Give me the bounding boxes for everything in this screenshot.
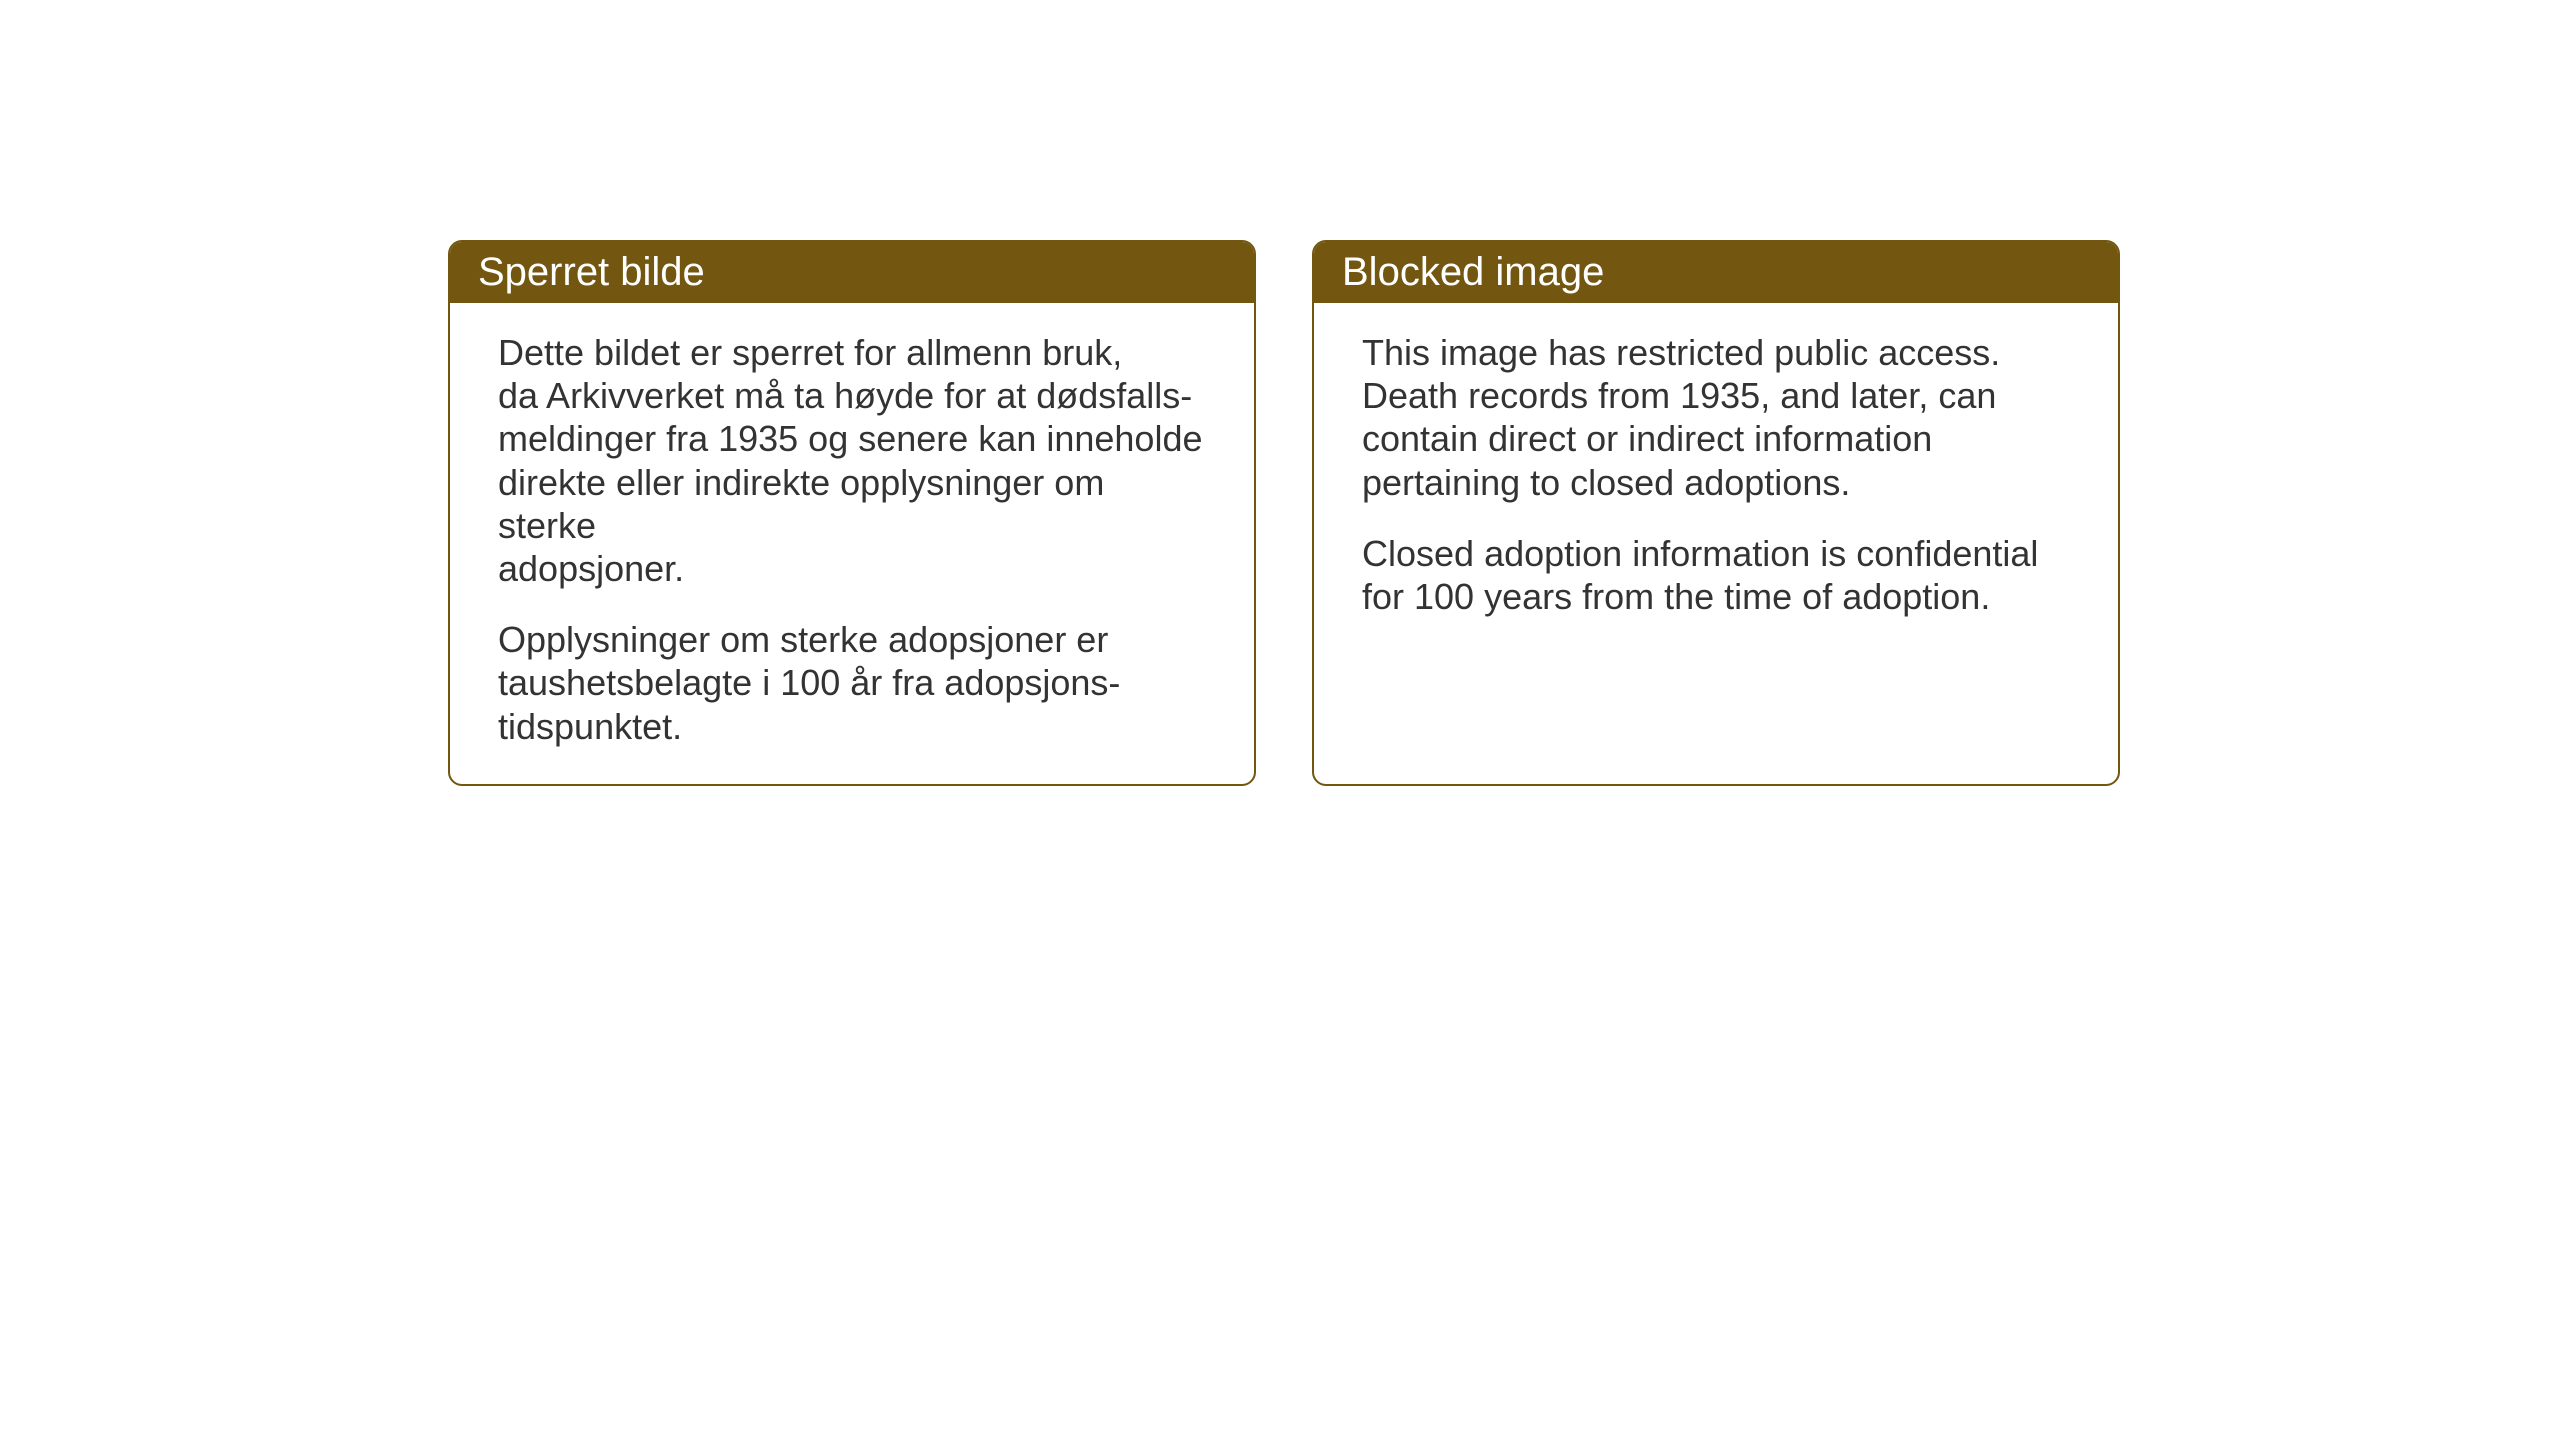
- norwegian-paragraph-2: Opplysninger om sterke adopsjoner er tau…: [498, 618, 1206, 748]
- english-card-body: This image has restricted public access.…: [1314, 303, 2118, 654]
- norwegian-paragraph-1: Dette bildet er sperret for allmenn bruk…: [498, 331, 1206, 590]
- norwegian-card-title: Sperret bilde: [478, 250, 705, 294]
- norwegian-card: Sperret bilde Dette bildet er sperret fo…: [448, 240, 1256, 786]
- english-card-title: Blocked image: [1342, 250, 1604, 294]
- norwegian-card-header: Sperret bilde: [450, 242, 1254, 303]
- english-card-header: Blocked image: [1314, 242, 2118, 303]
- english-paragraph-1: This image has restricted public access.…: [1362, 331, 2070, 504]
- cards-container: Sperret bilde Dette bildet er sperret fo…: [448, 240, 2120, 786]
- english-paragraph-2: Closed adoption information is confident…: [1362, 532, 2070, 618]
- norwegian-card-body: Dette bildet er sperret for allmenn bruk…: [450, 303, 1254, 784]
- english-card: Blocked image This image has restricted …: [1312, 240, 2120, 786]
